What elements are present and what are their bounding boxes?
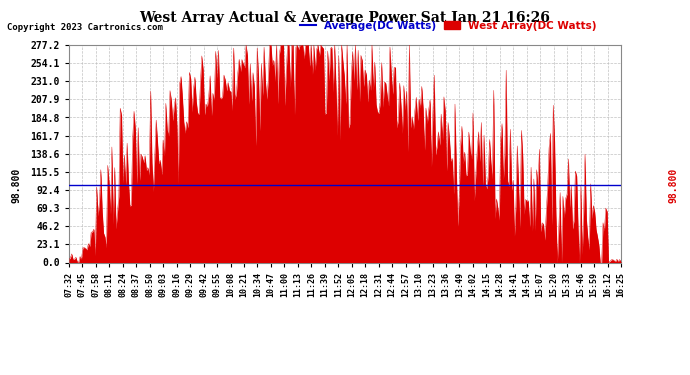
Text: 98.800: 98.800 (11, 167, 21, 202)
Text: West Array Actual & Average Power Sat Jan 21 16:26: West Array Actual & Average Power Sat Ja… (139, 11, 551, 25)
Text: Copyright 2023 Cartronics.com: Copyright 2023 Cartronics.com (7, 23, 163, 32)
Legend: Average(DC Watts), West Array(DC Watts): Average(DC Watts), West Array(DC Watts) (296, 16, 601, 35)
Text: 98.800: 98.800 (669, 167, 679, 202)
